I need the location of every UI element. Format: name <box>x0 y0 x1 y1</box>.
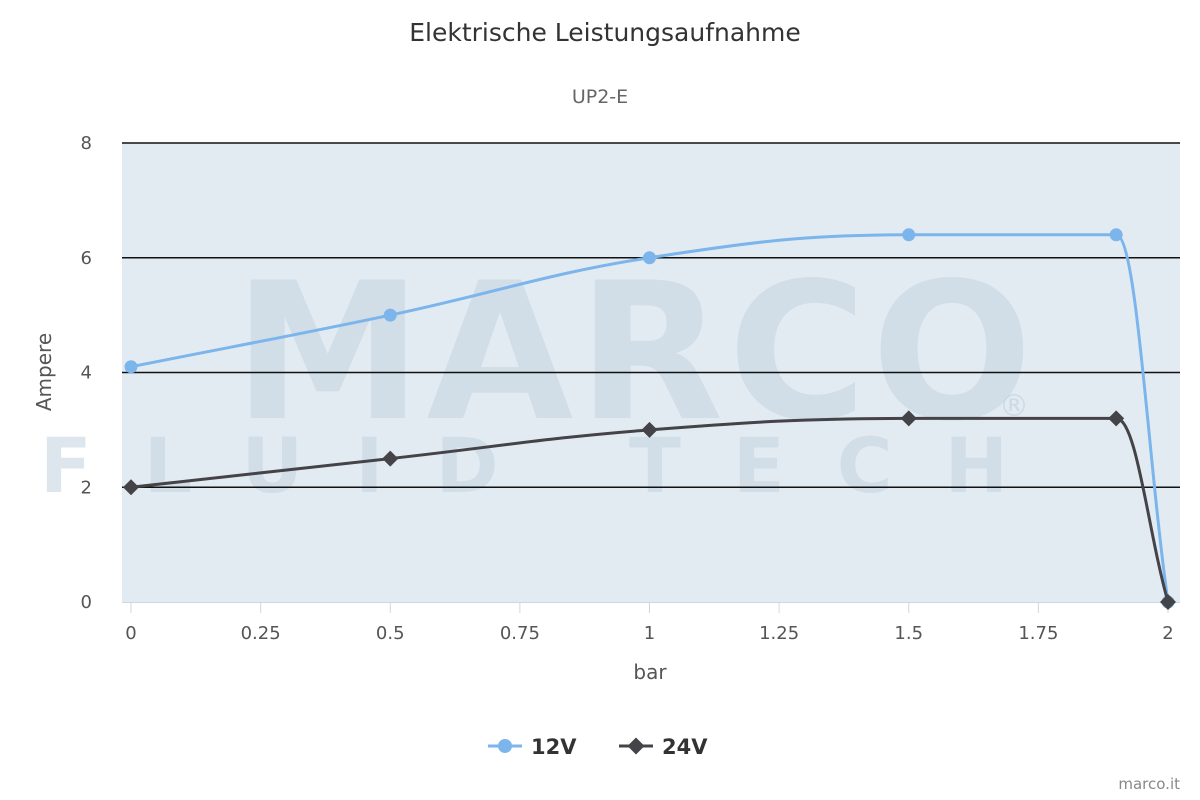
watermark-main: MARCO <box>233 242 1036 463</box>
x-tick-label: 1 <box>644 623 655 644</box>
data-point-12v <box>643 251 656 265</box>
legend-swatch-marker <box>627 737 645 755</box>
data-point-12v <box>902 228 916 242</box>
y-tick-label: 6 <box>81 248 92 269</box>
chart-title: Elektrische Leistungsaufnahme <box>409 18 801 47</box>
y-tick-label: 0 <box>81 592 92 613</box>
x-axis-title: bar <box>633 660 667 684</box>
x-tick-label: 0.25 <box>241 623 281 644</box>
series-24v <box>123 410 1176 610</box>
x-tick-label: 0.5 <box>376 623 405 644</box>
legend-label: 24V <box>662 735 708 759</box>
data-point-24v <box>1160 594 1176 610</box>
legend-item-24v[interactable]: 24V <box>619 735 708 759</box>
y-axis-title: Ampere <box>32 333 56 411</box>
data-point-24v <box>1108 410 1125 427</box>
data-point-24v <box>382 450 399 467</box>
data-point-12v <box>383 308 397 322</box>
legend-swatch-marker <box>498 739 512 753</box>
series-group <box>123 228 1176 610</box>
watermark: MARCO FLUID TECH ® <box>40 242 1060 510</box>
x-tick-label: 1.5 <box>894 623 923 644</box>
y-axis-ticks: 0 2 4 6 8 <box>81 133 92 613</box>
data-point-12v <box>1109 228 1123 242</box>
x-tick-label: 1.25 <box>759 623 799 644</box>
legend-item-12v[interactable]: 12V <box>488 735 577 759</box>
y-tick-label: 8 <box>81 133 92 154</box>
x-tick-label: 0 <box>125 623 136 644</box>
y-tick-label: 2 <box>81 477 92 498</box>
data-point-12v <box>124 360 138 374</box>
chart-subtitle: UP2-E <box>572 86 628 108</box>
legend[interactable]: 12V 24V <box>488 735 708 759</box>
data-point-24v <box>641 421 658 438</box>
credit-link[interactable]: marco.it <box>1118 775 1180 793</box>
x-tick-label: 1.75 <box>1018 623 1058 644</box>
x-tick-label: 0.75 <box>500 623 540 644</box>
data-point-24v <box>123 479 139 496</box>
x-axis-ticks: 0 0.25 0.5 0.75 1 1.25 1.5 1.75 2 <box>125 603 1174 644</box>
y-tick-label: 4 <box>81 363 92 384</box>
x-tick-label: 2 <box>1162 623 1173 644</box>
watermark-sub: FLUID TECH <box>40 421 1060 510</box>
data-point-24v <box>900 410 917 427</box>
series-12v <box>124 228 1175 609</box>
legend-label: 12V <box>531 735 577 759</box>
series-line-12v <box>129 233 1170 604</box>
